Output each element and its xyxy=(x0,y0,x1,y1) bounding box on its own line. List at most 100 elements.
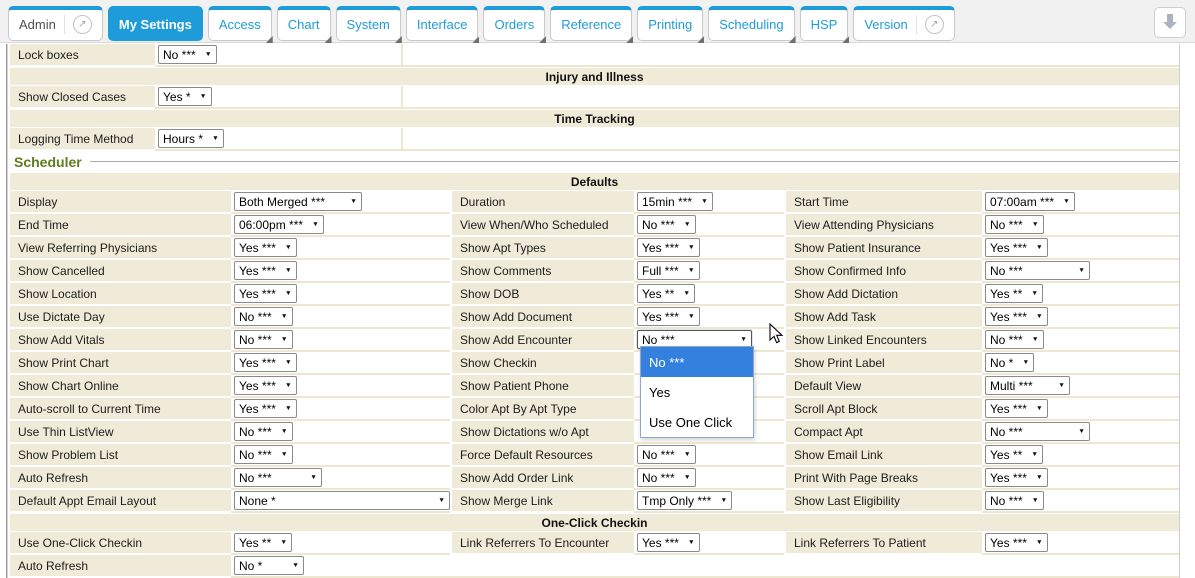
arrow-up-right-icon[interactable]: ↗ xyxy=(924,15,944,34)
select-value: Yes ** xyxy=(990,447,1023,462)
select-use-thin-listview[interactable]: No *** ▼ xyxy=(234,422,293,441)
select-show-apt-types[interactable]: Yes *** ▼ xyxy=(637,238,700,257)
field-label-logging-time-method: Logging Time Method xyxy=(10,128,155,151)
select-show-add-task[interactable]: Yes *** ▼ xyxy=(985,307,1048,326)
scheduler-defaults-grid: Display Both Merged *** ▼ Duration 15min ***… xyxy=(10,191,1179,513)
select-compact-apt[interactable]: No *** ▼ xyxy=(985,422,1090,441)
select-show-last-eligibility[interactable]: No *** ▼ xyxy=(985,491,1044,510)
tab-version[interactable]: Version ↗ xyxy=(853,6,955,41)
select-end-time[interactable]: 06:00pm *** ▼ xyxy=(234,215,324,234)
select-default-view[interactable]: Multi *** ▼ xyxy=(985,376,1070,395)
select-show-email-link[interactable]: Yes ** ▼ xyxy=(985,445,1044,464)
defaults-section-header: Defaults xyxy=(10,172,1179,191)
tab-scheduling[interactable]: Scheduling xyxy=(708,6,796,43)
field-input-cell: Yes ** ▼ xyxy=(634,283,784,306)
select-show-cancelled[interactable]: Yes *** ▼ xyxy=(234,261,297,280)
section-header-time-tracking: Time Tracking xyxy=(10,109,1179,128)
select-print-with-page-breaks[interactable]: Yes *** ▼ xyxy=(985,468,1048,487)
tab-reference[interactable]: Reference xyxy=(550,6,634,43)
field-input-cell: Yes ** ▼ xyxy=(982,444,1179,467)
tab-printing[interactable]: Printing xyxy=(637,6,705,43)
settings-row: Lock boxes No *** ▼ xyxy=(10,44,1179,67)
dropdown-option-yes[interactable]: Yes xyxy=(641,377,753,407)
chevron-down-icon: ▼ xyxy=(312,221,319,228)
scroll-down-button[interactable] xyxy=(1154,7,1186,38)
select-show-chart-online[interactable]: Yes *** ▼ xyxy=(234,376,297,395)
chevron-down-icon: ▼ xyxy=(1035,405,1043,412)
select-show-print-label[interactable]: No * ▼ xyxy=(985,353,1035,372)
select-value: Hours * xyxy=(163,131,204,146)
select-show-linked-encounters[interactable]: No *** ▼ xyxy=(985,330,1044,349)
tab-hsp[interactable]: HSP xyxy=(799,6,850,43)
select-auto-refresh[interactable]: No *** ▼ xyxy=(234,468,322,487)
select-scroll-apt-block[interactable]: Yes *** ▼ xyxy=(985,399,1048,418)
select-show-add-vitals[interactable]: No *** ▼ xyxy=(234,330,293,349)
select-use-one-click-checkin[interactable]: Yes ** ▼ xyxy=(234,533,293,552)
select-show-merge-link[interactable]: Tmp Only *** ▼ xyxy=(637,491,733,510)
arrow-down-icon xyxy=(1162,13,1178,33)
select-link-referrers-to-patient[interactable]: Yes *** ▼ xyxy=(985,533,1048,552)
arrow-up-right-icon[interactable]: ↗ xyxy=(72,15,92,34)
field-label-print-with-page-breaks: Print With Page Breaks xyxy=(784,467,982,490)
select-show-problem-list[interactable]: No *** ▼ xyxy=(234,445,293,464)
tab-interface[interactable]: Interface xyxy=(405,6,480,43)
select-duration[interactable]: 15min *** ▼ xyxy=(637,192,713,211)
field-label-show-problem-list: Show Problem List xyxy=(10,444,231,467)
select-value: Tmp Only *** xyxy=(642,493,712,508)
select-lock-boxes[interactable]: No *** ▼ xyxy=(158,45,217,64)
field-label-use-dictate-day: Use Dictate Day xyxy=(10,306,231,329)
tab-access[interactable]: Access xyxy=(207,6,273,43)
select-show-closed-cases[interactable]: Yes * ▼ xyxy=(158,87,212,106)
select-show-comments[interactable]: Full *** ▼ xyxy=(637,261,700,280)
dropdown-option-use-one-click[interactable]: Use One Click xyxy=(641,407,753,437)
tab-my-settings[interactable]: My Settings xyxy=(107,6,203,41)
select-auto-scroll-to-current-time[interactable]: Yes *** ▼ xyxy=(234,399,297,418)
select-view-referring-physicians[interactable]: Yes *** ▼ xyxy=(234,238,297,257)
select-show-add-document[interactable]: Yes *** ▼ xyxy=(637,307,700,326)
select-view-attending-physicians[interactable]: No *** ▼ xyxy=(985,215,1044,234)
select-value: Yes *** xyxy=(239,378,276,393)
field-label-show-chart-online: Show Chart Online xyxy=(10,375,231,398)
field-label-auto-refresh: Auto Refresh xyxy=(10,467,231,490)
select-link-referrers-to-encounter[interactable]: Yes *** ▼ xyxy=(637,533,700,552)
chevron-down-icon: ▼ xyxy=(204,51,212,58)
select-default-appt-email-layout[interactable]: None * ▼ xyxy=(234,491,450,510)
select-view-when-who-scheduled[interactable]: No *** ▼ xyxy=(637,215,696,234)
select-auto-refresh[interactable]: No * ▼ xyxy=(234,556,304,575)
tab-orders[interactable]: Orders xyxy=(483,6,547,43)
tab-admin[interactable]: Admin ↗ xyxy=(8,6,103,41)
chevron-down-icon: ▼ xyxy=(199,93,207,100)
field-label-view-referring-physicians: View Referring Physicians xyxy=(10,237,231,260)
select-value: No *** xyxy=(990,332,1023,347)
field-input-cell: Yes *** ▼ xyxy=(634,532,784,555)
select-show-patient-insurance[interactable]: Yes *** ▼ xyxy=(985,238,1048,257)
select-value: Yes *** xyxy=(990,309,1027,324)
field-label-view-attending-physicians: View Attending Physicians xyxy=(784,214,982,237)
select-show-add-dictation[interactable]: Yes ** ▼ xyxy=(985,284,1044,303)
select-show-print-chart[interactable]: Yes *** ▼ xyxy=(234,353,297,372)
tab-chart[interactable]: Chart xyxy=(276,6,332,43)
dropdown-option-no[interactable]: No *** xyxy=(641,347,753,377)
field-input-cell: Yes *** ▼ xyxy=(982,532,1179,555)
field-label-show-linked-encounters: Show Linked Encounters xyxy=(784,329,982,352)
select-start-time[interactable]: 07:00am *** ▼ xyxy=(985,192,1075,211)
select-logging-time-method[interactable]: Hours * ▼ xyxy=(158,129,224,148)
tab-system[interactable]: System xyxy=(335,6,402,43)
row-filler xyxy=(403,128,1179,151)
select-value: No *** xyxy=(239,470,272,485)
field-input-cell: No *** ▼ xyxy=(155,44,403,67)
tab-label: Chart xyxy=(287,17,320,32)
select-display[interactable]: Both Merged *** ▼ xyxy=(234,192,362,211)
field-input-cell: Yes *** ▼ xyxy=(634,306,784,329)
select-show-dob[interactable]: Yes ** ▼ xyxy=(637,284,696,303)
select-force-default-resources[interactable]: No *** ▼ xyxy=(637,445,696,464)
field-label-display: Display xyxy=(10,191,231,214)
field-input-cell: Yes *** ▼ xyxy=(231,352,450,375)
select-show-confirmed-info[interactable]: No *** ▼ xyxy=(985,261,1090,280)
chevron-down-icon: ▼ xyxy=(280,539,288,546)
chevron-down-icon: ▼ xyxy=(701,198,708,205)
select-show-location[interactable]: Yes *** ▼ xyxy=(234,284,297,303)
select-use-dictate-day[interactable]: No *** ▼ xyxy=(234,307,293,326)
field-input-cell: Multi *** ▼ xyxy=(982,375,1179,398)
select-show-add-order-link[interactable]: No *** ▼ xyxy=(637,468,696,487)
